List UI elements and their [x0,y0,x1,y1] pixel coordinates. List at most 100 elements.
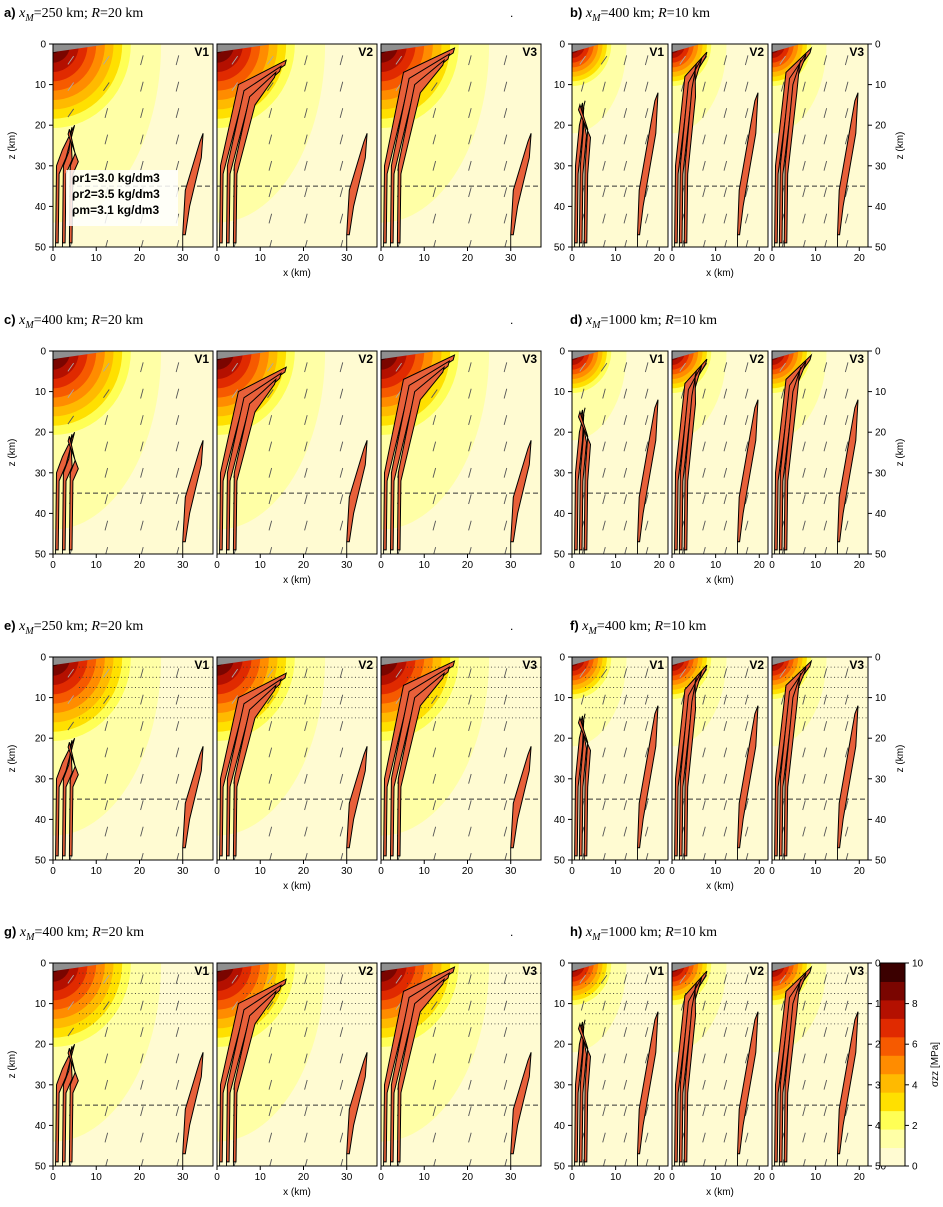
stress-tick [702,467,706,478]
panel-frame [571,350,669,555]
stress-tick [67,668,75,678]
stress-tick [140,853,144,860]
load-strip [772,963,801,972]
stress-tick [468,1159,472,1166]
stress-tick [67,362,75,372]
stress-tick [175,81,180,92]
dike-path [577,716,592,857]
stress-tick [268,134,273,145]
stress-tick [644,494,649,505]
x-tick-label: 20 [134,1172,146,1183]
dike-path [577,103,592,244]
y-tick-label: 50 [554,856,566,867]
stress-tick [602,134,606,145]
panel-v-label: V3 [522,45,537,59]
panel-frame [216,350,378,555]
x-tick-label: 30 [505,1172,517,1183]
dike-path [396,365,445,551]
panel-frame [380,656,542,861]
stress-tick [175,441,180,452]
dike-path [55,431,76,551]
stress-tick [468,747,472,758]
stress-tick [231,362,239,372]
stress-tick [802,826,806,837]
stress-tick [395,362,403,372]
stress-tick [432,187,437,198]
dike-path [55,124,76,244]
stress-tick [644,721,649,731]
stress-tick [802,747,806,758]
x-tick-label: 0 [214,253,220,264]
y-axis-label: z (km) [7,1051,18,1079]
stress-tick [268,467,273,478]
x-tick-label: 30 [505,560,517,571]
x-tick-label: 0 [569,253,575,264]
stress-tick [602,388,606,399]
load-strip [53,351,110,360]
stress-tick [702,1159,706,1166]
x-tick-label: 10 [710,1172,722,1183]
stress-tick [339,81,344,92]
stress-tick [623,213,628,224]
stress-tick [723,55,728,66]
stress-tick [267,55,274,65]
stress-tick [823,362,828,373]
stress-tick [105,240,109,247]
colorbar-frame [879,962,906,1167]
stress-tick [744,213,749,224]
stress-tick [432,467,437,478]
stress-tick [140,108,144,118]
stress-tick [823,494,828,505]
stress-tick [623,494,628,505]
panel-v-label: V2 [358,352,373,366]
stress-tick [580,1000,585,1011]
x-tick-label: 20 [854,1172,866,1183]
stress-tick [140,1027,144,1037]
load-strip [53,963,110,972]
stress-tick [744,494,749,505]
stress-tick [104,1053,109,1064]
stress-tick [680,1000,685,1011]
stress-tick [175,974,180,985]
stress-tick [702,1053,706,1064]
stress-tick [602,853,606,860]
stress-tick [140,1132,144,1143]
load-strip [772,44,801,53]
stress-tick [339,108,344,118]
load-strip [672,351,701,360]
stress-tick [468,240,472,247]
stress-tick [304,974,308,985]
load-strip [572,963,601,972]
stress-tick [802,1106,806,1117]
stress-tick [304,55,308,66]
x-tick-label: 0 [378,253,384,264]
stress-tick [844,800,849,811]
x-tick-label: 30 [177,866,189,877]
stress-tick [744,747,749,758]
stress-tick [140,721,144,731]
y-tick-label: 40 [35,202,47,213]
stress-tick [823,134,828,145]
dike-path [219,366,287,551]
y-tick-label: 30 [35,161,47,172]
panel-d-v1: V1 0 10 20 0 10 20 30 40 50 [554,347,669,571]
stress-tick [304,773,308,784]
stress-tick [702,134,706,145]
stress-tick [432,441,437,452]
stress-tick [823,1079,828,1090]
stress-tick [844,826,849,837]
stress-tick [802,547,806,554]
y-tick-label: 20 [35,734,47,745]
stress-tick [579,974,586,984]
stress-tick [645,853,649,860]
stress-tick [780,388,785,399]
panel-c-v3: V3 0 10 20 30 [378,350,542,571]
dike-path [510,746,532,849]
stress-tick [175,415,180,425]
stress-tick [340,240,344,247]
stress-tick [779,55,786,65]
stress-tick [845,547,849,554]
panel-v-label: V3 [522,964,537,978]
stress-tick [623,441,628,452]
